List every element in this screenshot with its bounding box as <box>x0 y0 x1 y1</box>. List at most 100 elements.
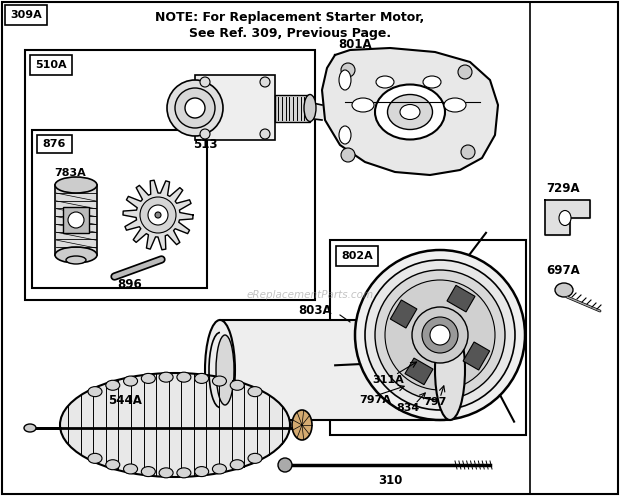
Ellipse shape <box>388 95 433 129</box>
Text: 834: 834 <box>396 403 420 413</box>
Ellipse shape <box>177 468 191 478</box>
Ellipse shape <box>213 464 226 474</box>
Ellipse shape <box>444 98 466 112</box>
Text: 797A: 797A <box>359 395 391 405</box>
Ellipse shape <box>177 372 191 382</box>
Text: eReplacementParts.com: eReplacementParts.com <box>246 290 374 300</box>
Bar <box>336 246 378 266</box>
Ellipse shape <box>423 76 441 88</box>
Text: 797: 797 <box>423 397 446 407</box>
Ellipse shape <box>555 283 573 297</box>
Text: 544A: 544A <box>108 393 142 407</box>
Circle shape <box>140 197 176 233</box>
Circle shape <box>412 307 468 363</box>
Ellipse shape <box>216 335 234 405</box>
Text: 801A: 801A <box>338 39 372 52</box>
Circle shape <box>461 145 475 159</box>
Ellipse shape <box>141 467 156 477</box>
Circle shape <box>430 325 450 345</box>
Circle shape <box>260 77 270 87</box>
Circle shape <box>167 80 223 136</box>
Bar <box>63 207 89 233</box>
Ellipse shape <box>278 458 292 472</box>
Ellipse shape <box>106 380 120 390</box>
Text: 510A: 510A <box>35 60 67 70</box>
Circle shape <box>200 77 210 87</box>
Circle shape <box>341 63 355 77</box>
Polygon shape <box>463 342 490 370</box>
Ellipse shape <box>88 453 102 463</box>
Circle shape <box>155 212 161 218</box>
Polygon shape <box>545 200 590 235</box>
Text: 697A: 697A <box>546 263 580 276</box>
Text: 802A: 802A <box>341 251 373 261</box>
Bar <box>55 185 97 255</box>
Ellipse shape <box>435 320 465 420</box>
Ellipse shape <box>66 256 86 264</box>
Ellipse shape <box>123 464 138 474</box>
Circle shape <box>385 280 495 390</box>
Bar <box>330 240 526 435</box>
Text: 311A: 311A <box>372 375 404 385</box>
Ellipse shape <box>60 373 290 477</box>
Polygon shape <box>275 95 310 122</box>
Ellipse shape <box>375 84 445 139</box>
Text: NOTE: For Replacement Starter Motor,: NOTE: For Replacement Starter Motor, <box>156 11 425 24</box>
Bar <box>32 130 207 288</box>
Polygon shape <box>322 48 498 175</box>
Text: 803A: 803A <box>298 304 332 316</box>
Bar <box>37 135 72 153</box>
Ellipse shape <box>159 372 173 382</box>
Circle shape <box>68 212 84 228</box>
Ellipse shape <box>230 380 244 390</box>
Circle shape <box>175 88 215 128</box>
Polygon shape <box>435 315 460 320</box>
Text: 783A: 783A <box>54 168 86 178</box>
Circle shape <box>260 129 270 139</box>
Ellipse shape <box>55 247 97 263</box>
Polygon shape <box>391 300 417 328</box>
Bar <box>25 50 315 300</box>
Circle shape <box>375 270 505 400</box>
Circle shape <box>458 65 472 79</box>
Bar <box>5 5 47 25</box>
Ellipse shape <box>88 387 102 397</box>
Circle shape <box>422 317 458 353</box>
Ellipse shape <box>352 98 374 112</box>
Circle shape <box>148 205 168 225</box>
Circle shape <box>355 250 525 420</box>
Text: 310: 310 <box>378 474 402 487</box>
Bar <box>220 320 450 420</box>
Circle shape <box>341 148 355 162</box>
Ellipse shape <box>141 373 156 383</box>
Text: See Ref. 309, Previous Page.: See Ref. 309, Previous Page. <box>189 27 391 41</box>
Ellipse shape <box>106 460 120 470</box>
Ellipse shape <box>195 373 209 383</box>
Ellipse shape <box>55 177 97 193</box>
Text: 876: 876 <box>43 139 66 149</box>
Ellipse shape <box>304 95 316 122</box>
Circle shape <box>185 98 205 118</box>
Ellipse shape <box>292 410 312 440</box>
Ellipse shape <box>159 468 173 478</box>
Ellipse shape <box>400 105 420 120</box>
Ellipse shape <box>559 210 571 226</box>
Ellipse shape <box>339 126 351 144</box>
Text: 309A: 309A <box>10 10 42 20</box>
Ellipse shape <box>205 320 235 420</box>
Ellipse shape <box>376 76 394 88</box>
Ellipse shape <box>248 387 262 397</box>
Ellipse shape <box>339 70 351 90</box>
Polygon shape <box>306 102 322 120</box>
Circle shape <box>200 129 210 139</box>
Text: 729A: 729A <box>546 182 580 194</box>
Ellipse shape <box>195 467 209 477</box>
Polygon shape <box>447 285 475 312</box>
Ellipse shape <box>248 453 262 463</box>
Ellipse shape <box>230 460 244 470</box>
Text: 896: 896 <box>118 277 143 291</box>
Polygon shape <box>405 358 433 385</box>
Polygon shape <box>123 180 193 250</box>
Ellipse shape <box>24 424 36 432</box>
Text: 513: 513 <box>193 138 217 151</box>
